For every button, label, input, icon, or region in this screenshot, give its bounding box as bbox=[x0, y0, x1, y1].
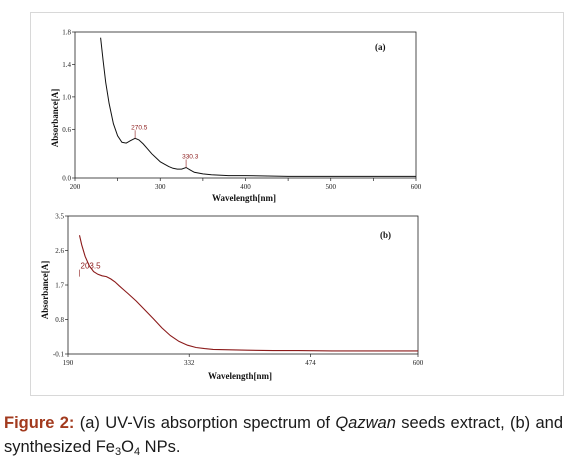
caption-text-1: (a) UV-Vis absorption spectrum of bbox=[74, 414, 336, 432]
x-tick-label: 600 bbox=[411, 183, 422, 191]
figure-frame bbox=[30, 12, 564, 396]
peak-label: 203.5 bbox=[81, 262, 102, 271]
annotations-b: 203.5 bbox=[79, 262, 102, 277]
plot-area-b bbox=[67, 215, 419, 355]
x-tick-label: 190 bbox=[63, 359, 74, 367]
y-axis-label-b: Absorbance[A] bbox=[40, 261, 50, 320]
y-axis-b: 3.5 2.6 1.7 0.8 -0.1 bbox=[53, 213, 68, 359]
chart-b: 3.52.61.70.8-0.1 190 332 474 600 203.5 (b) … bbox=[40, 213, 424, 382]
y-tick-label: 1.0 bbox=[62, 93, 71, 101]
figure-caption: Figure 2: (a) UV-Vis absorption spectrum… bbox=[0, 411, 567, 459]
peak-label: 270.5 bbox=[131, 124, 148, 131]
y-tick-label: 2.6 bbox=[55, 247, 64, 255]
x-axis-b: 190 332 474 600 bbox=[63, 354, 424, 367]
caption-text-3: O bbox=[121, 438, 134, 456]
y-tick-label: 3.5 bbox=[55, 213, 64, 221]
x-axis-a: 200 300 400 500 600 bbox=[70, 178, 422, 191]
figure-svg: 1.8 1.4 1.0 0.6 0.0 200 300 400 500 600 270.5 330… bbox=[40, 29, 424, 382]
series-line-b bbox=[78, 235, 418, 352]
x-tick-label: 600 bbox=[413, 359, 424, 367]
x-tick-label: 300 bbox=[155, 183, 166, 191]
panel-label-a: (a) bbox=[375, 42, 386, 52]
caption-label: Figure 2: bbox=[4, 414, 75, 432]
annotations-a: 270.5 330.3 bbox=[131, 124, 199, 168]
caption-text-4: NPs. bbox=[140, 438, 181, 456]
y-tick-label: 1.8 bbox=[62, 29, 71, 37]
y-tick-label: 1.4 bbox=[62, 61, 71, 69]
y-axis-label-a: Absorbance[A] bbox=[50, 89, 60, 148]
panel-label-b: (b) bbox=[380, 230, 391, 240]
y-tick-label: 1.7 bbox=[55, 282, 64, 290]
y-axis-a: 1.8 1.4 1.0 0.6 0.0 bbox=[62, 29, 75, 183]
y-tick-label: 0.0 bbox=[62, 175, 71, 183]
series-line-a bbox=[100, 37, 416, 177]
caption-sub-1: 3 bbox=[114, 446, 122, 458]
chart-a: 1.8 1.4 1.0 0.6 0.0 200 300 400 500 600 270.5 330… bbox=[50, 29, 422, 204]
y-tick-label: 0.6 bbox=[62, 126, 71, 134]
x-tick-label: 332 bbox=[184, 359, 195, 367]
x-axis-label-b: Wavelength[nm] bbox=[208, 371, 272, 381]
caption-sub-2: 4 bbox=[133, 446, 141, 458]
x-tick-label: 500 bbox=[326, 183, 337, 191]
x-tick-label: 400 bbox=[240, 183, 251, 191]
x-tick-label: 474 bbox=[305, 359, 316, 367]
plot-area-a bbox=[74, 31, 417, 179]
x-axis-label-a: Wavelength[nm] bbox=[212, 193, 276, 203]
caption-italic: Qazwan bbox=[335, 414, 396, 432]
peak-label: 330.3 bbox=[182, 153, 199, 160]
caption-text-2: seeds extract, (b) and synthesized Fe bbox=[4, 414, 563, 456]
y-tick-label: -0.1 bbox=[53, 351, 65, 359]
y-tick-label: 0.8 bbox=[55, 316, 64, 324]
x-tick-label: 200 bbox=[70, 183, 81, 191]
